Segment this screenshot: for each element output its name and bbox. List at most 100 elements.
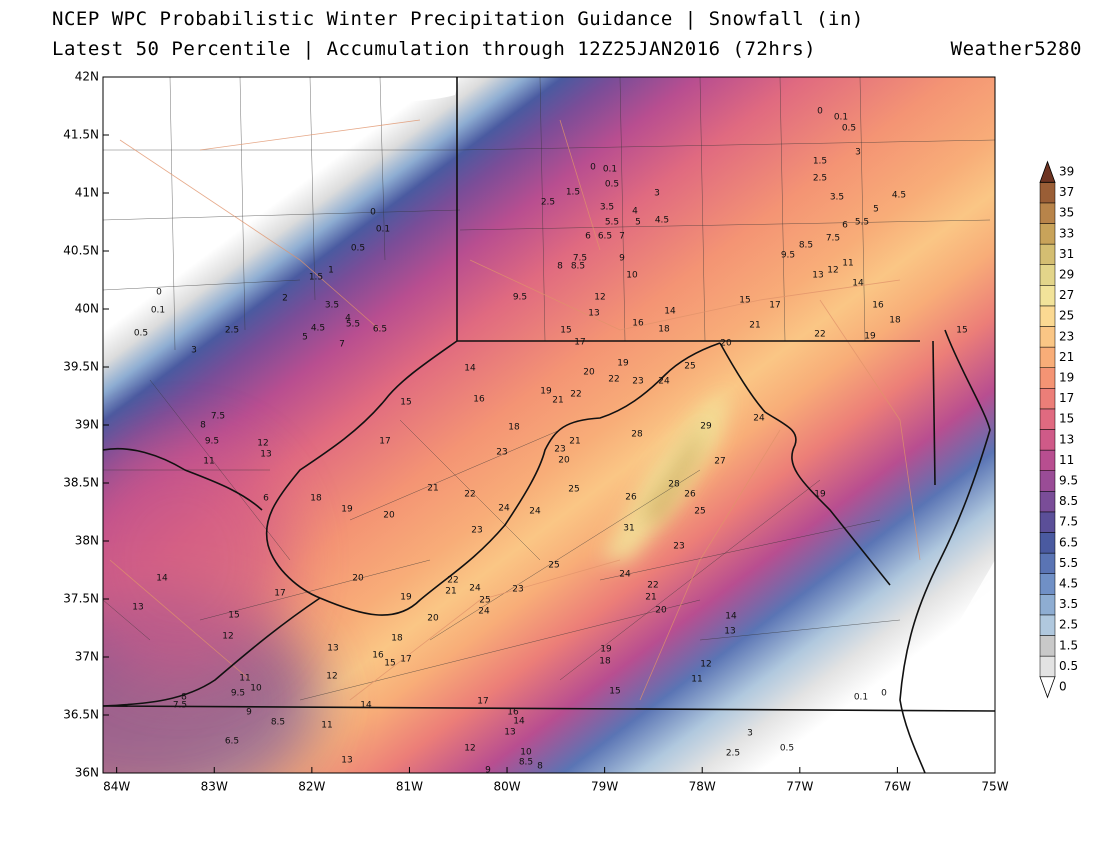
contour-label: 8.5	[799, 241, 813, 251]
contour-label: 25	[479, 596, 490, 606]
colorbar-label: 5.5	[1059, 556, 1078, 570]
contour-label: 24	[658, 377, 670, 387]
contour-labels: 00.10.531.52.53.5 4.556 5.57.58.59.5111213…	[132, 107, 967, 774]
contour-label: 14	[725, 612, 737, 622]
contour-label: 9.5	[231, 689, 245, 699]
colorbar-label: 17	[1059, 391, 1074, 405]
contour-label: 11	[691, 675, 702, 685]
contour-label: 2	[282, 294, 288, 304]
contour-label: 1.5	[309, 273, 323, 283]
contour-label: 0.5	[134, 329, 148, 339]
colorbar-bottom	[1039, 676, 1056, 699]
contour-label: 4.5	[892, 191, 906, 201]
colorbar-label: 39	[1059, 165, 1074, 179]
contour-label: 19	[540, 387, 552, 397]
y-tick-label: 40.5N	[63, 244, 99, 258]
contour-label: 12	[222, 632, 233, 642]
counties	[103, 77, 995, 701]
colorbar-label: 35	[1059, 206, 1074, 220]
contour-label: 19	[400, 593, 412, 603]
contour-label: 1.5	[813, 157, 827, 167]
x-tick-label: 76W	[884, 780, 911, 794]
contour-label: 12	[700, 660, 711, 670]
contour-label: 16	[632, 319, 644, 329]
contour-label: 0.1	[854, 693, 868, 703]
x-tick-label: 84W	[103, 780, 130, 794]
contour-label: 5.5	[605, 218, 619, 228]
contour-label: 15	[228, 611, 239, 621]
contour-label: 22	[570, 390, 581, 400]
contour-label: 11	[239, 674, 250, 684]
colorbar-box	[1039, 202, 1056, 224]
contour-label: 7.5	[211, 412, 225, 422]
contour-label: 18	[310, 494, 322, 504]
contour-label: 5	[302, 333, 308, 343]
contour-label: 28	[631, 430, 643, 440]
contour-label: 21	[427, 484, 438, 494]
contour-label: 12	[464, 744, 475, 754]
colorbar-label: 0.5	[1059, 659, 1078, 673]
contour-label: 27	[714, 457, 725, 467]
contour-label: 20	[352, 574, 364, 584]
contour-label: 19	[617, 359, 629, 369]
contour-label: 4	[632, 207, 638, 217]
colorbar-box	[1039, 223, 1056, 245]
contour-label: 15	[956, 326, 967, 336]
x-tick-label: 77W	[786, 780, 813, 794]
contour-label: 9.5	[513, 293, 527, 303]
colorbar-box	[1039, 594, 1056, 616]
contour-label: 13	[260, 450, 271, 460]
colorbar-label: 0	[1059, 680, 1067, 694]
roads	[109, 119, 921, 701]
contour-label: 18	[889, 316, 901, 326]
contour-label: 25	[684, 362, 695, 372]
contour-label: 1.5	[566, 188, 580, 198]
contour-label: 10	[626, 271, 638, 281]
colorbar-label: 23	[1059, 329, 1074, 343]
contour-label: 23	[673, 542, 684, 552]
x-tick-label: 81W	[396, 780, 423, 794]
contour-label: 0.5	[842, 124, 856, 134]
contour-label: 13	[812, 271, 823, 281]
colorbar-label: 19	[1059, 371, 1074, 385]
contour-label: 2.5	[813, 174, 827, 184]
contour-label: 5	[635, 218, 641, 228]
contour-label: 11	[321, 721, 332, 731]
colorbar-box	[1039, 305, 1056, 327]
contour-label: 0.1	[151, 306, 165, 316]
contour-label: 20	[383, 511, 395, 521]
x-tick-label: 83W	[201, 780, 228, 794]
contour-label: 10	[520, 748, 532, 758]
contour-label: 26	[684, 490, 696, 500]
contour-label: 6.5	[598, 232, 612, 242]
contour-label: 2.5	[225, 326, 239, 336]
contour-label: 29	[700, 422, 712, 432]
contour-label: 14	[664, 307, 676, 317]
contour-label: 12	[827, 266, 838, 276]
contour-label: 6.5	[373, 325, 387, 335]
colorbar-box	[1039, 573, 1056, 595]
contour-label: 14	[156, 574, 168, 584]
contour-label: 15	[739, 296, 750, 306]
contour-label: 24	[478, 607, 490, 617]
x-tick-label: 79W	[591, 780, 618, 794]
contour-label: 20	[558, 456, 570, 466]
title: NCEP WPC Probabilistic Winter Precipitat…	[52, 8, 864, 30]
contour-label: 19	[814, 490, 826, 500]
contour-label: 12	[257, 439, 268, 449]
contour-label: 6	[263, 494, 269, 504]
colorbar-label: 4.5	[1059, 577, 1078, 591]
contour-label: 12	[326, 672, 337, 682]
contour-label: 4	[345, 314, 351, 324]
contour-label: 22	[814, 330, 825, 340]
colorbar-box	[1039, 614, 1056, 636]
contour-label: 15	[560, 326, 571, 336]
contour-label: 12	[594, 293, 605, 303]
contour-label: 18	[658, 325, 670, 335]
contour-label: 11	[203, 457, 214, 467]
y-tick-label: 40N	[75, 302, 99, 316]
contour-label: 4.5	[311, 324, 325, 334]
contour-label: 23	[554, 445, 565, 455]
colorbar-box	[1039, 449, 1056, 471]
contour-label: 9	[246, 708, 252, 718]
